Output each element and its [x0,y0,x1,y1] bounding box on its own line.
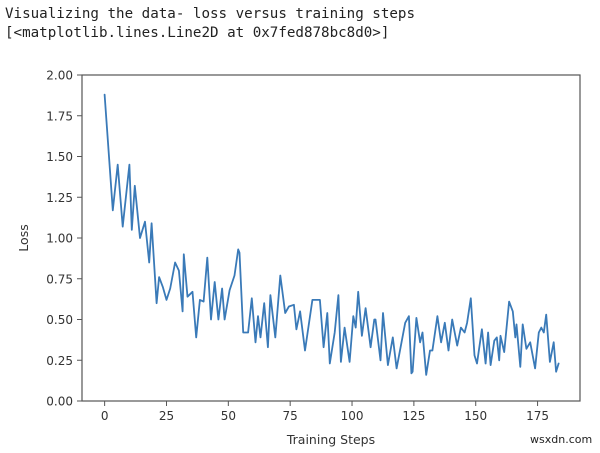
y-axis-label: Loss [16,224,31,251]
x-tick-label: 50 [221,409,236,423]
plot-area [103,93,560,376]
y-tick-label: 0.50 [46,313,73,327]
watermark: wsxdn.com [530,433,593,446]
x-tick-label: 150 [464,409,487,423]
x-tick-label: 125 [402,409,425,423]
cell-output-text: Visualizing the data- loss versus traini… [5,5,415,43]
output-line-title: Visualizing the data- loss versus traini… [5,6,415,22]
x-tick-label: 25 [159,409,174,423]
y-tick-label: 2.00 [46,69,73,83]
x-tick-label: 0 [101,409,109,423]
y-tick-label: 1.25 [46,191,73,205]
y-tick-label: 0.25 [46,354,73,368]
y-tick-label: 1.50 [46,150,73,164]
loss-line [103,93,560,376]
output-line-repr: [<matplotlib.lines.Line2D at 0x7fed878bc… [5,25,390,41]
y-tick-label: 0.75 [46,272,73,286]
x-tick-label: 75 [283,409,298,423]
y-tick-label: 0.00 [46,395,73,409]
y-tick-label: 1.00 [46,232,73,246]
y-tick-label: 1.75 [46,109,73,123]
x-tick-label: 175 [526,409,549,423]
axes: 0 25 50 75 100 125 150 175 0.00 0.25 0.50 0.75 1.00 1… [46,69,581,423]
x-tick-label: 100 [341,409,364,423]
x-axis-label: Training Steps [286,432,375,447]
